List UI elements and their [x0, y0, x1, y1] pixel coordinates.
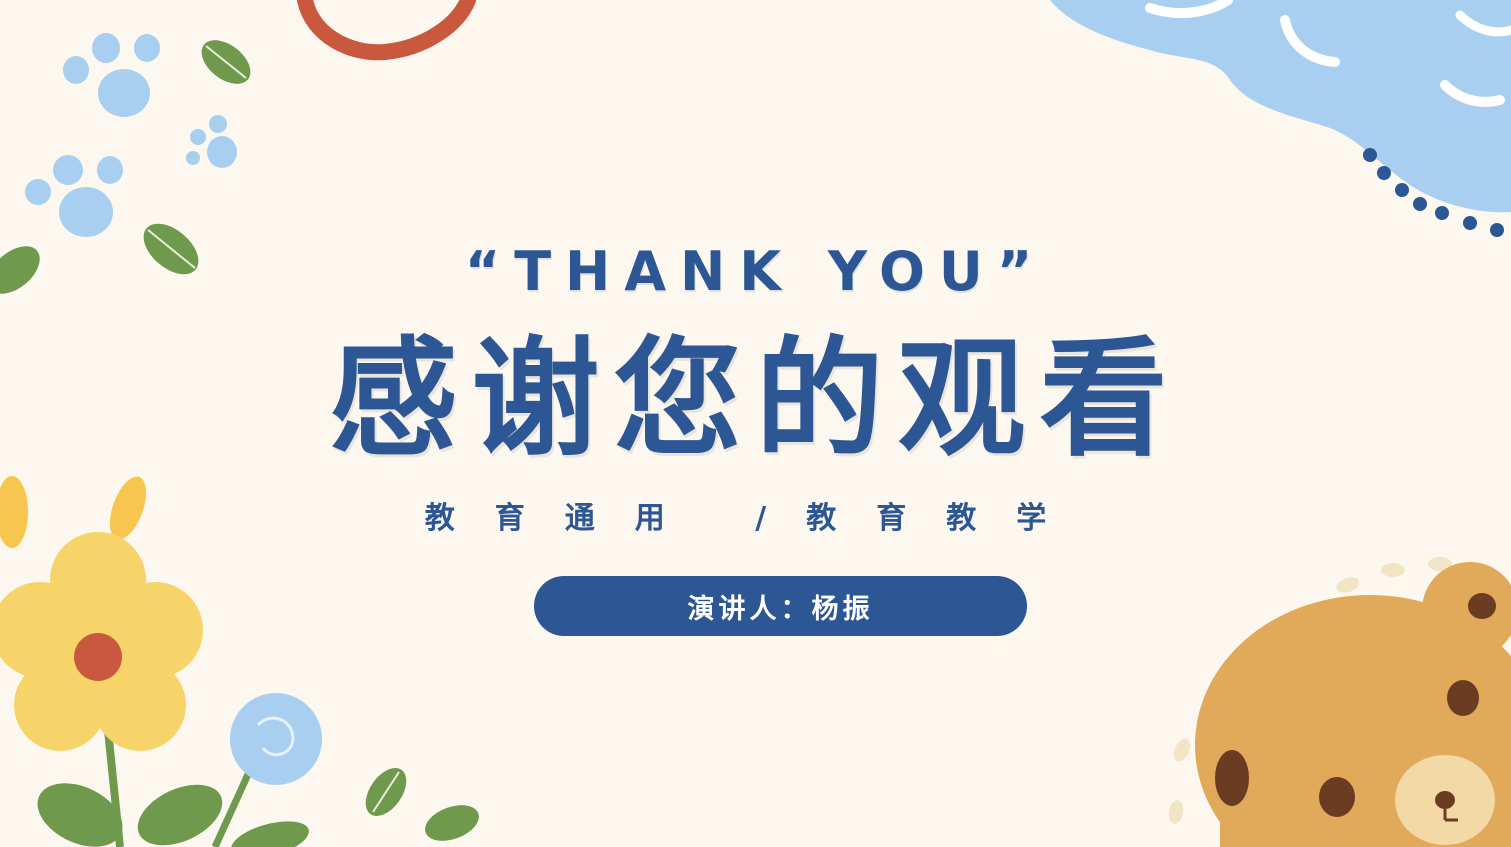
english-title: “THANK YOU”: [464, 240, 1047, 303]
presenter-badge: 演讲人：杨振: [534, 576, 1027, 636]
paw-print-icon: [63, 33, 160, 117]
leaf-icon: [0, 246, 40, 294]
presenter-label: 演讲人：杨振: [687, 593, 874, 625]
bear-icon: [1168, 557, 1511, 847]
leaf-icon: [365, 768, 407, 816]
cloud-icon: [1050, 0, 1511, 237]
flower-icon: [0, 532, 322, 847]
leaf-icon: [201, 40, 251, 84]
paw-print-icon: [186, 115, 237, 168]
ring-icon: [297, 0, 476, 61]
leaf-icon: [143, 223, 199, 275]
flower-icon: [0, 476, 147, 548]
subtitle: 教育通用 /教育教学: [424, 501, 1087, 536]
paw-print-icon: [25, 155, 123, 237]
leaf-icon: [425, 805, 479, 841]
chinese-title: 感谢您的观看: [329, 325, 1182, 474]
